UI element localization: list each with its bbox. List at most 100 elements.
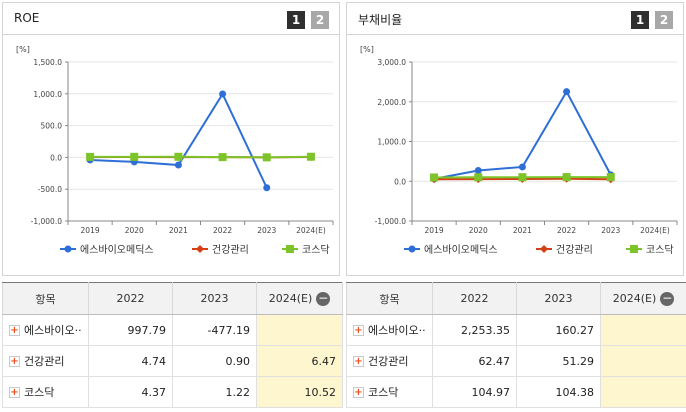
x-tick-label: 2022 xyxy=(213,226,232,235)
x-tick-label: 2020 xyxy=(469,226,488,235)
value-cell: 104.97 xyxy=(432,376,517,408)
collapse-minus-icon[interactable]: − xyxy=(316,290,331,306)
y-tick-label: 0.0 xyxy=(394,177,406,186)
data-point xyxy=(518,173,527,182)
y-tick-label: 500.0 xyxy=(41,122,63,131)
table-header-row: 항목 2022 2023 2024(E) − xyxy=(2,282,343,315)
legend-label: 건강관리 xyxy=(212,244,249,256)
x-tick-label: 2024(E) xyxy=(296,226,326,235)
row-label-cell: + 에스바이오··· xyxy=(2,314,89,346)
roe-table: 항목 2022 2023 2024(E) − + 에스바이오··· 997.79 -… xyxy=(2,282,343,408)
legend-marker xyxy=(64,245,72,253)
x-tick-label: 2020 xyxy=(125,226,144,235)
chart-header: 부채비율 1 2 xyxy=(347,3,683,35)
expand-plus-icon[interactable]: + xyxy=(353,355,364,367)
value-cell: 997.79 xyxy=(88,314,173,346)
y-unit-label: [%] xyxy=(360,45,374,54)
y-tick-label: 0.0 xyxy=(50,153,62,162)
row-label: 건강관리 xyxy=(24,355,65,368)
row-label-cell: + 코스닥 xyxy=(346,376,433,408)
row-label: 건강관리 xyxy=(368,355,409,368)
data-point xyxy=(262,153,271,162)
x-tick-label: 2023 xyxy=(601,226,620,235)
y-tick-label: 3,000.0 xyxy=(377,58,406,67)
value-cell: 10.52 xyxy=(256,376,343,408)
expand-plus-icon[interactable]: + xyxy=(9,355,20,367)
data-point xyxy=(86,152,95,161)
x-tick-label: 2024(E) xyxy=(640,226,670,235)
value-cell: 0.90 xyxy=(172,345,257,377)
data-point xyxy=(219,90,227,98)
legend-label: 코스닥 xyxy=(302,244,330,256)
row-label-cell: + 건강관리 xyxy=(2,345,89,377)
data-point xyxy=(174,152,183,161)
x-tick-label: 2019 xyxy=(81,226,100,235)
y-tick-label: -1,000.0 xyxy=(31,217,63,226)
header-2022: 2022 xyxy=(88,282,173,315)
data-point xyxy=(130,152,139,161)
value-cell: 4.74 xyxy=(88,345,173,377)
roe-line-chart: [%]1,500.0 1,000.0 500.0 0.0 -500.0 -1,000.0 2… xyxy=(16,45,334,256)
data-point xyxy=(474,167,482,175)
table-row: + 코스닥 104.97 104.38 xyxy=(346,376,686,408)
data-point xyxy=(306,152,315,161)
debt-ratio-table: 항목 2022 2023 2024(E) − + 에스바이오··· 2,253.35… xyxy=(346,282,686,408)
value-cell xyxy=(600,314,686,346)
y-unit-label: [%] xyxy=(16,45,30,54)
chart-header: ROE 1 2 xyxy=(3,3,339,35)
chart-page-2-button[interactable]: 2 xyxy=(655,11,673,29)
y-tick-label: -500.0 xyxy=(38,185,62,194)
table-row: + 에스바이오··· 997.79 -477.19 xyxy=(2,314,343,346)
debt-ratio-chart-panel: 부채비율 1 2 [%] 3,000.0 2,000.0 1,000.0 0.0 -1,0… xyxy=(346,2,684,276)
expand-plus-icon[interactable]: + xyxy=(9,386,20,398)
chart-page-1-button[interactable]: 1 xyxy=(631,11,649,29)
legend-label: 에스바이오메딕스 xyxy=(424,244,498,256)
row-label-cell: + 코스닥 xyxy=(2,376,89,408)
value-cell: 51.29 xyxy=(516,345,601,377)
series-line xyxy=(90,155,311,159)
chart-page-1-button[interactable]: 1 xyxy=(287,11,305,29)
table-header-row: 항목 2022 2023 2024(E) − xyxy=(346,282,686,315)
expand-plus-icon[interactable]: + xyxy=(353,324,364,336)
row-label: 에스바이오··· xyxy=(24,324,82,337)
row-label: 코스닥 xyxy=(368,386,399,399)
y-tick-label: 1,000.0 xyxy=(377,138,406,147)
value-cell: 1.22 xyxy=(172,376,257,408)
x-tick-label: 2021 xyxy=(513,226,532,235)
collapse-minus-icon[interactable]: − xyxy=(660,290,675,306)
value-cell: 62.47 xyxy=(432,345,517,377)
header-2024e: 2024(E) − xyxy=(256,282,343,315)
chart-title: ROE xyxy=(14,11,40,25)
header-2023: 2023 xyxy=(516,282,601,315)
data-point xyxy=(518,163,526,171)
row-label: 코스닥 xyxy=(24,386,55,399)
data-point xyxy=(263,184,271,192)
chart-title: 부채비율 xyxy=(358,13,403,27)
data-point xyxy=(218,153,227,162)
legend-label: 에스바이오메딕스 xyxy=(80,244,154,256)
row-label-cell: + 에스바이오··· xyxy=(346,314,433,346)
x-tick-label: 2019 xyxy=(425,226,444,235)
debt-ratio-line-chart: [%]3,000.0 2,000.0 1,000.0 0.0 -1,000.0 2019 2… xyxy=(360,45,678,256)
y-tick-label: 1,000.0 xyxy=(33,90,62,99)
chart-page-2-button[interactable]: 2 xyxy=(311,11,329,29)
data-point xyxy=(474,173,483,182)
data-point xyxy=(174,161,182,169)
value-cell: 4.37 xyxy=(88,376,173,408)
value-cell: -477.19 xyxy=(172,314,257,346)
header-2023: 2023 xyxy=(172,282,257,315)
expand-plus-icon[interactable]: + xyxy=(9,324,20,336)
data-point xyxy=(562,173,571,182)
data-point xyxy=(563,88,571,96)
header-2024e-label: 2024(E) xyxy=(612,291,657,305)
table-row: + 에스바이오··· 2,253.35 160.27 xyxy=(346,314,686,346)
value-cell xyxy=(600,376,686,408)
value-cell: 104.38 xyxy=(516,376,601,408)
header-item: 항목 xyxy=(2,282,89,315)
y-tick-label: 2,000.0 xyxy=(377,98,406,107)
table-row: + 코스닥 4.37 1.22 10.52 xyxy=(2,376,343,408)
value-cell: 6.47 xyxy=(256,345,343,377)
legend-marker xyxy=(408,245,416,253)
expand-plus-icon[interactable]: + xyxy=(353,386,364,398)
header-2024e: 2024(E) − xyxy=(600,282,686,315)
